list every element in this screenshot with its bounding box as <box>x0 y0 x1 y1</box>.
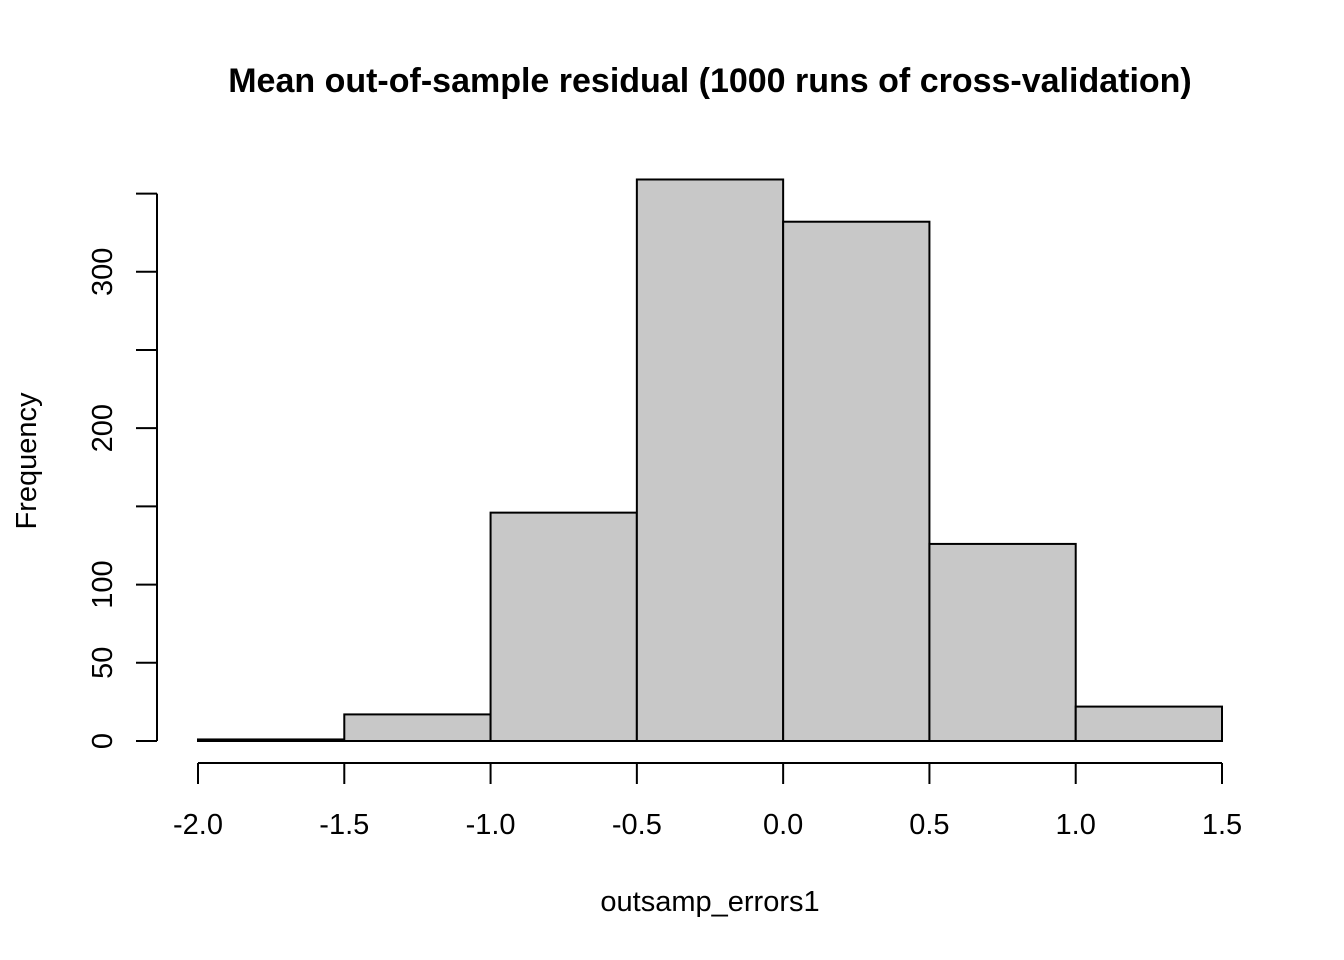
x-tick-label: 1.5 <box>1202 809 1242 841</box>
x-tick-label: -1.0 <box>466 809 516 841</box>
histogram-bar <box>1074 705 1223 742</box>
x-tick-label: 0.0 <box>763 809 803 841</box>
histogram-bar <box>489 511 638 743</box>
y-tick-label: 100 <box>87 560 119 608</box>
histogram-bar <box>782 220 931 742</box>
x-axis-title: outsamp_errors1 <box>600 886 819 918</box>
histogram-bar <box>343 713 492 743</box>
y-tick-label: 300 <box>87 248 119 296</box>
x-tick-label: -0.5 <box>612 809 662 841</box>
y-tick-label: 0 <box>87 733 119 749</box>
x-tick-label: -1.5 <box>319 809 369 841</box>
y-axis-title: Frequency <box>11 392 43 530</box>
y-tick-label: 50 <box>87 647 119 679</box>
x-axis: -2.0 -1.5 -1.0 -0.5 0.0 0.5 1.0 1.5 <box>173 762 1242 841</box>
x-tick-label: 1.0 <box>1056 809 1096 841</box>
chart-title: Mean out-of-sample residual (1000 runs o… <box>228 62 1192 100</box>
histogram-bar <box>635 178 785 742</box>
histogram-bar <box>197 738 346 743</box>
y-tick-label: 200 <box>87 404 119 452</box>
x-tick-label: 0.5 <box>909 809 949 841</box>
y-axis: 0 50 100 200 300 <box>87 192 158 749</box>
histogram-bar <box>928 542 1077 743</box>
histogram-bars <box>197 178 1223 743</box>
x-tick-label: -2.0 <box>173 809 223 841</box>
